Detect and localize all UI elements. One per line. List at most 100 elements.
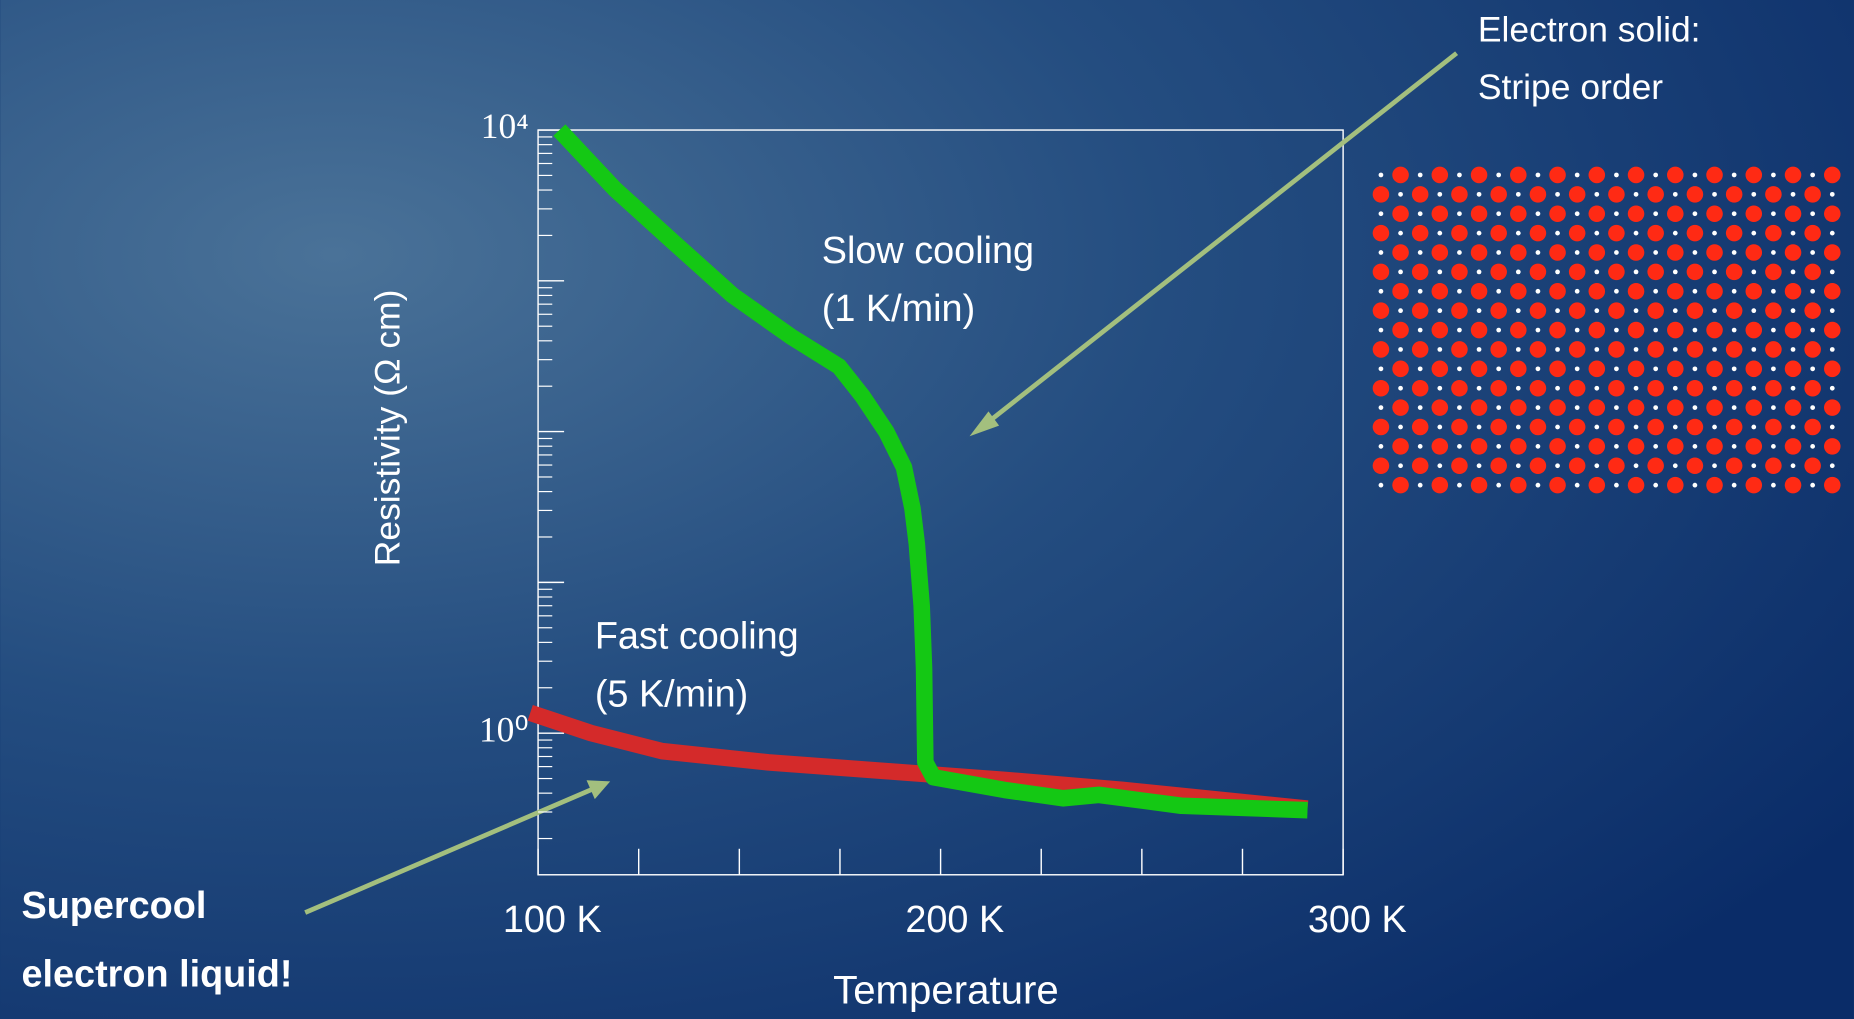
lattice-dot [1653,405,1659,410]
lattice-dot [1667,321,1684,339]
lattice-dot [1745,321,1763,339]
lattice-dot [1574,250,1580,255]
lattice-dot [1712,347,1717,352]
lattice-dot [1608,263,1625,281]
lattice-dot [1647,418,1664,436]
lattice-dot [1824,321,1841,339]
lattice-dot [1417,172,1423,178]
lattice-dot [1804,418,1821,436]
lattice-dot [1731,250,1737,255]
lattice-dot [1457,211,1462,217]
lattice-dot [1490,379,1507,397]
lattice-dot [1790,191,1796,197]
lattice-dot [1417,366,1423,372]
lattice-dot [1398,308,1403,314]
lattice-dot [1476,269,1482,275]
lattice-dot [1568,457,1586,475]
lattice-dot [1555,308,1560,314]
lattice-dot [1627,360,1645,378]
lattice-dot [1378,250,1384,255]
lattice-dot [1627,321,1645,339]
lattice-dot [1431,360,1449,378]
lattice-dot [1633,424,1639,430]
lattice-dot [1431,283,1449,300]
lattice-dot [1706,476,1723,494]
lattice-dot [1411,418,1429,436]
lattice-dot [1594,191,1600,197]
lattice-dot [1745,283,1763,300]
lattice-dot [1470,399,1488,416]
lattice-dot [1692,444,1698,449]
lattice-dot [1608,186,1625,203]
lattice-dot [1771,405,1776,410]
lattice-dot [1496,288,1502,294]
lattice-dot [1771,482,1776,488]
lattice-dot [1790,308,1796,314]
lattice-dot [1706,321,1723,339]
lattice-dot [1378,211,1384,217]
lattice-dot [1771,327,1776,333]
lattice-dot [1765,457,1782,475]
lattice-dot [1810,327,1816,333]
lattice-dot [1647,224,1664,242]
lattice-dot [1437,385,1443,391]
lattice-dot [1574,366,1580,372]
lattice-dot [1378,444,1384,449]
lattice-dot [1784,283,1802,300]
lattice-dot [1647,263,1664,281]
lattice-dot [1490,457,1507,475]
lattice-dot [1372,379,1390,397]
lattice-dot [1824,283,1841,300]
lattice-dot [1476,308,1482,314]
lattice-dot [1417,288,1423,294]
lattice-dot [1712,308,1717,314]
lattice-dot [1824,166,1841,184]
lattice-dot [1496,250,1502,255]
lattice-dot [1824,438,1841,455]
lattice-dot [1653,482,1659,488]
lattice-dot [1829,230,1835,236]
lattice-dot [1751,424,1757,430]
lattice-dot [1784,360,1802,378]
lattice-dot [1398,269,1403,275]
lattice-dot [1751,463,1757,469]
lattice-dot [1771,211,1776,217]
y-tick-label: 10⁴ [481,106,529,146]
lattice-dot [1751,347,1757,352]
lattice-dot [1627,438,1645,455]
lattice-dot [1490,341,1507,358]
lattice-dot [1510,321,1527,339]
annotation: Stripe order [1478,67,1663,107]
lattice-dot [1529,186,1547,203]
lattice-dot [1627,244,1645,261]
lattice-dot [1647,302,1664,319]
lattice-dot [1667,205,1684,223]
lattice-dot [1470,360,1488,378]
lattice-dot [1451,224,1468,242]
lattice-dot [1417,405,1423,410]
arrow [982,51,1459,428]
lattice-dot [1745,438,1763,455]
lattice-dot [1771,288,1776,294]
lattice-dot [1771,366,1776,372]
y-axis-label: Resistivity (Ω cm) [368,290,408,567]
lattice-dot [1614,327,1619,333]
lattice-dot [1731,211,1737,217]
lattice-dot [1594,269,1600,275]
lattice-dot [1555,385,1560,391]
lattice-dot [1667,244,1684,261]
lattice-dot [1535,250,1541,255]
lattice-dot [1633,230,1639,236]
lattice-dot [1745,399,1763,416]
lattice-dot [1372,186,1390,203]
lattice-dot [1829,424,1835,430]
lattice-dot [1451,341,1468,358]
lattice-dot [1451,457,1468,475]
annotation: Supercool [21,885,206,927]
lattice-dot [1706,399,1723,416]
lattice-dot [1745,360,1763,378]
lattice-dot [1627,166,1645,184]
lattice-dot [1476,347,1482,352]
lattice-dot [1457,172,1462,178]
